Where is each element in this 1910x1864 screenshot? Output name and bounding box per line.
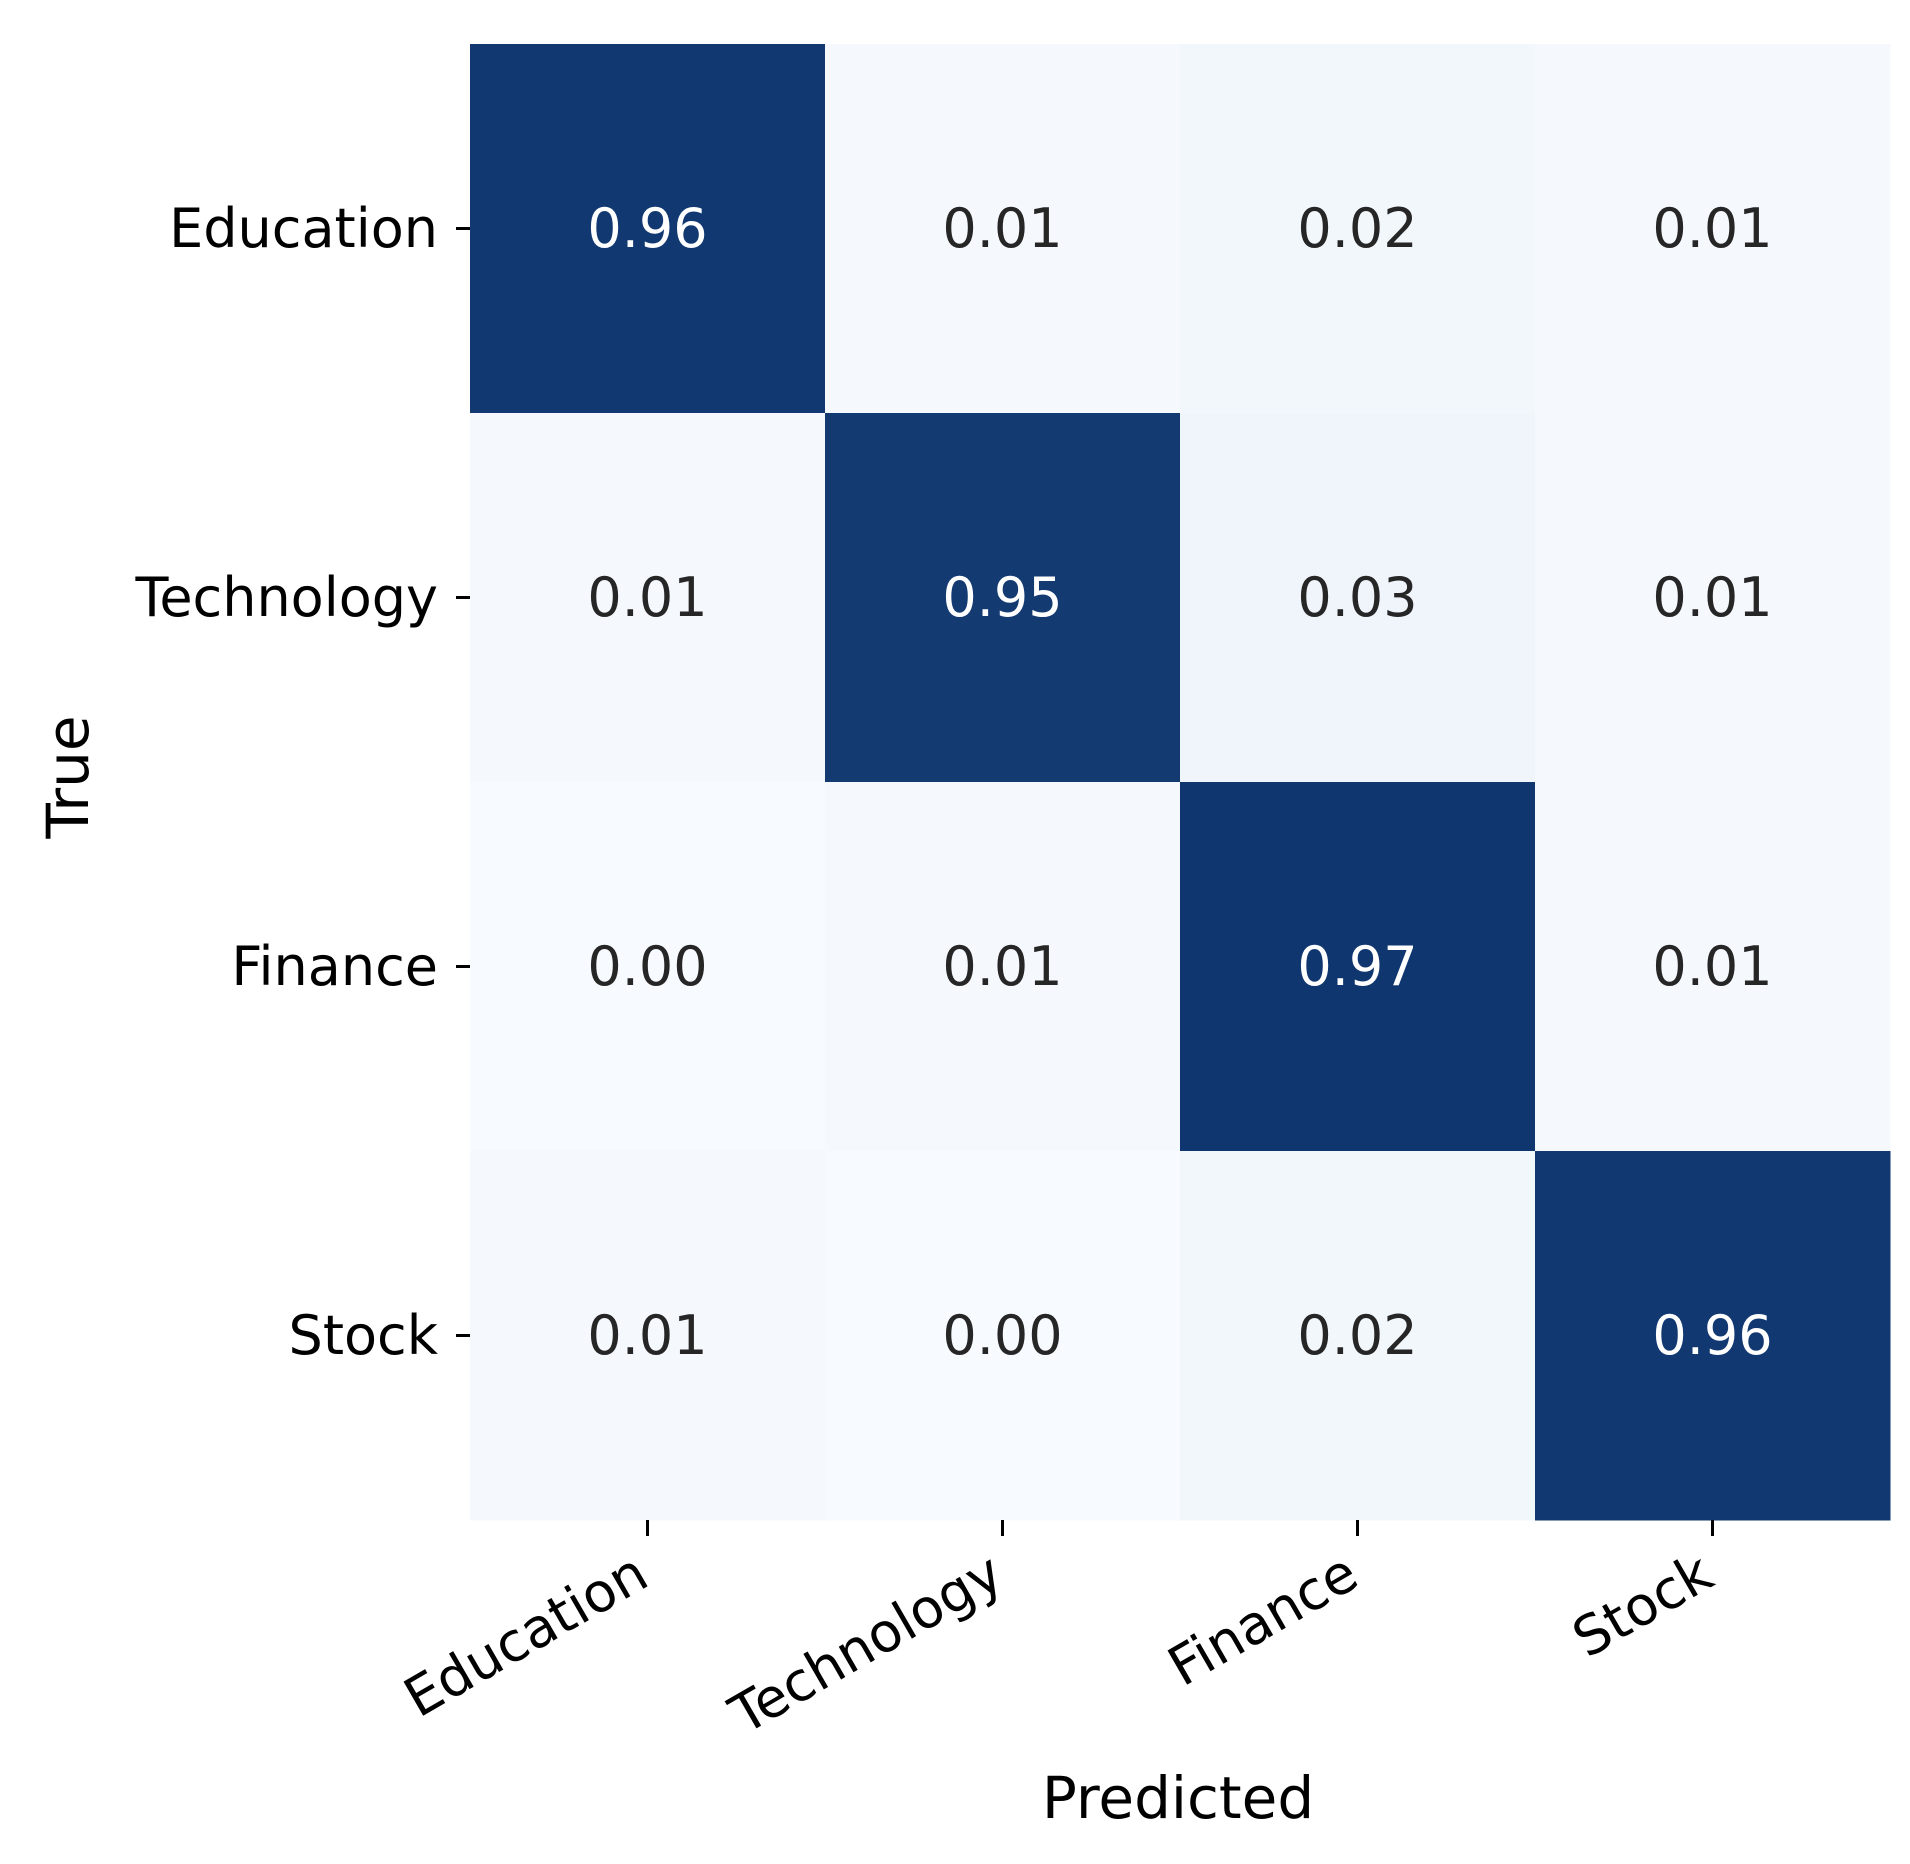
heatmap-cell [470,782,826,1152]
heatmap-cell [1535,44,1891,414]
cell-annotations: 0.96 0.01 0.02 0.01 0.01 0.95 0.03 0.01 0.00 0.01… [587,197,1772,1367]
heatmap-cell [1180,413,1536,783]
heatmap-cell [470,44,826,414]
y-tick-label: Technology [135,566,438,629]
cell-value-label: 0.02 [1297,1304,1417,1367]
x-tick-label: Finance [1158,1541,1368,1699]
cell-value-label: 0.00 [942,1304,1062,1367]
x-axis: Education Technology Finance Stock [394,1520,1724,1747]
y-tick-label: Education [169,197,438,260]
cell-value-label: 0.96 [1652,1304,1772,1367]
heatmap-cell [825,44,1181,414]
cell-value-label: 0.01 [942,935,1062,998]
cell-value-label: 0.01 [587,566,707,629]
cell-value-label: 0.96 [587,197,707,260]
cell-value-label: 0.95 [942,566,1062,629]
heatmap-cell [1535,782,1891,1152]
x-tick-label: Education [394,1541,658,1730]
y-axis-label: True [34,715,102,839]
heatmap-cell [825,782,1181,1152]
cell-value-label: 0.01 [587,1304,707,1367]
cell-value-label: 0.00 [587,935,707,998]
heatmap-cell [825,413,1181,783]
cell-value-label: 0.01 [1652,935,1772,998]
heatmap-cell [825,1151,1181,1521]
heatmap-cells [470,44,1891,1521]
cell-value-label: 0.02 [1297,197,1417,260]
heatmap-cell [1180,44,1536,414]
heatmap-cell [1180,782,1536,1152]
y-axis: Education Technology Finance Stock [135,197,470,1367]
x-tick-label: Stock [1562,1540,1724,1670]
heatmap-cell [470,1151,826,1521]
cell-value-label: 0.01 [942,197,1062,260]
cell-value-label: 0.01 [1652,566,1772,629]
cell-value-label: 0.97 [1297,935,1417,998]
heatmap-cell [1535,1151,1891,1521]
heatmap-cell [1535,413,1891,783]
heatmap-cell [470,413,826,783]
y-tick-label: Stock [289,1304,439,1367]
x-axis-label: Predicted [1042,1764,1314,1832]
y-tick-label: Finance [231,935,438,998]
x-tick-label: Technology [719,1541,1013,1747]
cell-value-label: 0.03 [1297,566,1417,629]
heatmap-cell [1180,1151,1536,1521]
cell-value-label: 0.01 [1652,197,1772,260]
